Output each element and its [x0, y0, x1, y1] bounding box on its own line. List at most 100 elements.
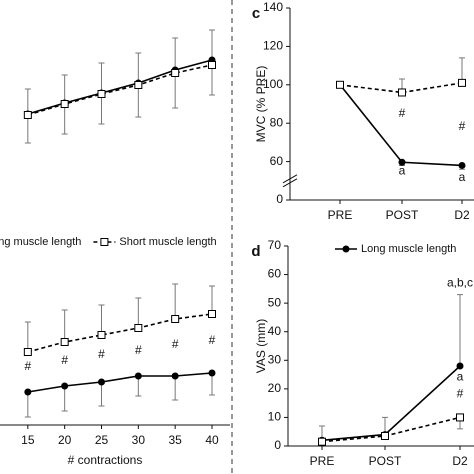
y-tick-label: 40	[268, 324, 282, 338]
error-bar	[172, 283, 179, 319]
y-tick-label: 60	[270, 154, 284, 168]
annotation: a	[459, 170, 466, 184]
annotation: #	[135, 343, 142, 357]
annotation: #	[172, 337, 179, 351]
y-tick-label: 70	[268, 238, 282, 252]
error-bar	[209, 65, 215, 96]
y-tick-label: 10	[268, 410, 282, 424]
y-tick-label: 30	[268, 352, 282, 366]
x-tick-label: PRE	[310, 454, 335, 468]
annotation: #	[399, 106, 406, 120]
legend-marker	[100, 238, 109, 246]
line	[27, 64, 213, 116]
error-bar	[457, 294, 463, 366]
x-tick-label: 15	[21, 433, 35, 447]
y-axis-label: VAS (mm)	[254, 319, 268, 373]
point	[208, 369, 216, 377]
x-tick-label: 25	[95, 433, 109, 447]
point	[381, 432, 389, 440]
point	[60, 100, 69, 108]
error-bar	[24, 88, 31, 114]
annotation: #	[457, 387, 464, 401]
point	[458, 78, 466, 87]
error-bar	[61, 74, 68, 103]
point	[171, 69, 180, 77]
x-tick-label: 40	[205, 433, 219, 447]
point	[134, 324, 143, 332]
x-tick-label: D2	[454, 208, 470, 222]
point	[61, 382, 69, 390]
panel-label: d	[251, 243, 260, 260]
point	[456, 413, 464, 422]
error-bar	[135, 52, 142, 83]
point	[171, 372, 179, 380]
error-bar	[98, 62, 105, 93]
annotation: a,b,c	[447, 275, 473, 289]
y-tick-label: 0	[276, 192, 283, 206]
error-bar	[459, 57, 465, 83]
legend-label: Long muscle length	[0, 236, 81, 248]
error-bar	[98, 382, 105, 407]
legend-marker	[342, 245, 350, 253]
point	[24, 388, 32, 396]
line	[321, 365, 461, 442]
x-tick-label: D2	[452, 454, 468, 468]
point	[23, 348, 32, 356]
point	[398, 158, 406, 166]
error-bar	[172, 37, 179, 70]
point	[134, 372, 142, 380]
error-bar	[24, 115, 31, 144]
legend-label: Short muscle length	[119, 236, 216, 248]
point	[458, 161, 466, 169]
error-bar	[209, 285, 215, 314]
error-bar	[209, 29, 215, 60]
y-tick-label: 100	[263, 77, 283, 91]
y-tick-label: 60	[268, 267, 282, 281]
y-tick-label: 140	[263, 0, 283, 14]
error-bar	[98, 94, 105, 125]
x-tick-label: POST	[386, 208, 419, 222]
line	[27, 59, 213, 115]
y-tick-label: 80	[270, 115, 284, 129]
panel-label: c	[252, 5, 260, 22]
annotation: #	[209, 333, 216, 347]
legend-label: Long muscle length	[361, 243, 456, 255]
error-bar	[209, 373, 215, 396]
point	[336, 80, 344, 89]
point	[318, 437, 326, 446]
error-bar	[61, 309, 68, 342]
error-bar	[135, 297, 142, 328]
error-bar	[24, 321, 31, 352]
point	[97, 331, 106, 339]
point	[456, 362, 464, 370]
point	[171, 315, 180, 323]
point	[60, 338, 69, 346]
point	[208, 61, 216, 69]
y-tick-label: 0	[274, 438, 281, 452]
error-bar	[98, 304, 105, 335]
annotation: #	[459, 119, 466, 133]
annotation: a	[457, 370, 464, 384]
y-tick-label: 120	[263, 39, 283, 53]
line	[27, 372, 213, 393]
point	[134, 81, 143, 89]
error-bar	[135, 85, 142, 118]
x-tick-label: POST	[369, 454, 402, 468]
annotation: #	[61, 353, 68, 367]
point	[208, 310, 216, 318]
error-bar	[61, 104, 68, 135]
annotation: #	[98, 347, 105, 361]
y-tick-label: 50	[268, 295, 282, 309]
line	[339, 84, 463, 167]
x-tick-label: 30	[132, 433, 146, 447]
error-bar	[172, 376, 179, 401]
error-bar	[61, 386, 68, 412]
x-tick-label: 35	[168, 433, 182, 447]
point	[23, 111, 32, 119]
annotation: a	[399, 163, 406, 177]
error-bar	[172, 73, 179, 109]
axis-break	[282, 174, 298, 188]
point	[398, 88, 406, 97]
point	[98, 378, 105, 386]
